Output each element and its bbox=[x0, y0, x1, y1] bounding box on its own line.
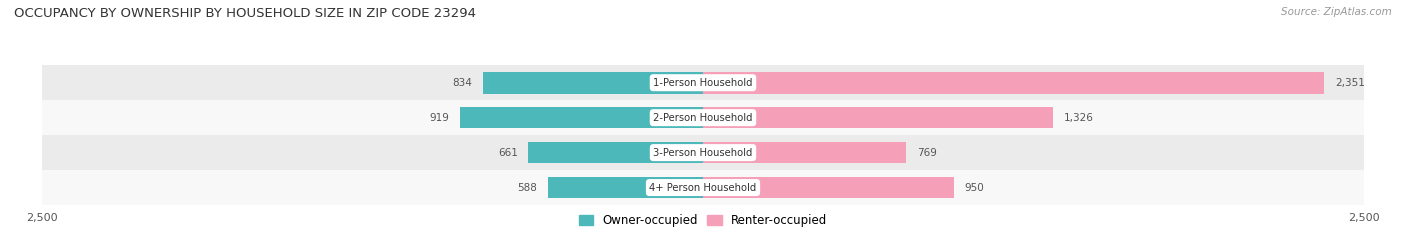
Text: 834: 834 bbox=[453, 78, 472, 88]
Text: Source: ZipAtlas.com: Source: ZipAtlas.com bbox=[1281, 7, 1392, 17]
Bar bbox=[42, 170, 1364, 205]
Bar bbox=[42, 65, 1364, 100]
Bar bbox=[703, 142, 907, 164]
Text: 1,326: 1,326 bbox=[1064, 113, 1094, 123]
Text: 588: 588 bbox=[517, 183, 537, 192]
Bar bbox=[703, 107, 1053, 129]
Bar bbox=[547, 177, 703, 199]
Bar bbox=[482, 72, 703, 94]
Text: 950: 950 bbox=[965, 183, 984, 192]
Text: 2,351: 2,351 bbox=[1336, 78, 1365, 88]
Legend: Owner-occupied, Renter-occupied: Owner-occupied, Renter-occupied bbox=[579, 214, 827, 227]
Text: 1-Person Household: 1-Person Household bbox=[654, 78, 752, 88]
Bar bbox=[42, 100, 1364, 135]
Text: OCCUPANCY BY OWNERSHIP BY HOUSEHOLD SIZE IN ZIP CODE 23294: OCCUPANCY BY OWNERSHIP BY HOUSEHOLD SIZE… bbox=[14, 7, 477, 20]
Bar bbox=[460, 107, 703, 129]
Text: 2-Person Household: 2-Person Household bbox=[654, 113, 752, 123]
Bar bbox=[703, 72, 1324, 94]
Text: 4+ Person Household: 4+ Person Household bbox=[650, 183, 756, 192]
Text: 769: 769 bbox=[917, 148, 936, 158]
Bar bbox=[42, 135, 1364, 170]
Bar bbox=[703, 177, 955, 199]
Bar bbox=[529, 142, 703, 164]
Text: 661: 661 bbox=[498, 148, 517, 158]
Text: 3-Person Household: 3-Person Household bbox=[654, 148, 752, 158]
Text: 919: 919 bbox=[430, 113, 450, 123]
